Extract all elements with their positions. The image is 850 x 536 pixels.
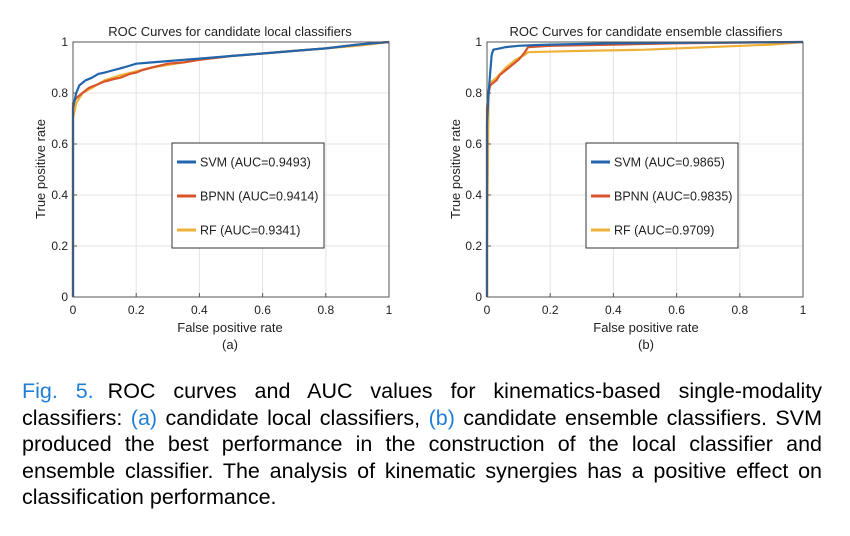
legend-label: RF (AUC=0.9709)	[614, 224, 714, 238]
y-tick-label: 0.2	[465, 239, 482, 253]
y-axis-label: True positive rate	[33, 119, 48, 219]
chart-title: ROC Curves for candidate ensemble classi…	[509, 24, 783, 39]
x-tick-label: 0.4	[605, 303, 622, 317]
figure-label: Fig. 5.	[22, 379, 94, 403]
legend-label: SVM (AUC=0.9493)	[200, 156, 311, 170]
legend-label: BPNN (AUC=0.9414)	[200, 190, 318, 204]
legend-label: BPNN (AUC=0.9835)	[614, 190, 732, 204]
x-tick-label: 0	[484, 303, 491, 317]
x-tick-label: 0.8	[731, 303, 748, 317]
y-tick-label: 1	[61, 35, 68, 49]
x-axis-label: False positive rate	[177, 320, 283, 335]
axes-box	[72, 41, 390, 298]
y-tick-label: 1	[475, 35, 482, 49]
roc-curve-svm	[71, 40, 390, 297]
x-axis-label: False positive rate	[593, 320, 699, 335]
x-tick-label: 0.2	[128, 303, 145, 317]
caption-ref-b[interactable]: (b)	[428, 405, 455, 430]
x-tick-label: 0.8	[317, 303, 334, 317]
chart-title: ROC Curves for candidate local classifie…	[108, 24, 352, 39]
legend-label: SVM (AUC=0.9865)	[614, 156, 725, 170]
caption-ref-a[interactable]: (a)	[130, 405, 158, 430]
caption-text-1: ROC curves and AUC values for kinematics…	[22, 379, 822, 430]
y-tick-label: 0.6	[51, 137, 68, 151]
y-tick-label: 0.4	[465, 188, 482, 202]
y-tick-label: 0.4	[51, 188, 68, 202]
axes-box	[486, 41, 804, 298]
panel-ensemble-classifiers: ROC Curves for candidate ensemble classi…	[448, 24, 807, 352]
panel-sublabel: (b)	[638, 337, 654, 352]
y-tick-label: 0	[61, 290, 68, 304]
y-tick-label: 0.6	[465, 137, 482, 151]
legend-label: RF (AUC=0.9341)	[200, 224, 300, 238]
roc-curve-svm	[485, 40, 804, 297]
caption-text-2: candidate local classifiers,	[157, 405, 429, 430]
y-tick-label: 0.2	[51, 239, 68, 253]
legend-box	[585, 142, 739, 249]
caption-text-3: candidate ensemble classifiers. SVM prod…	[22, 405, 822, 510]
figure-caption: Fig. 5. ROC curves and AUC values for kin…	[22, 378, 822, 511]
x-tick-label: 1	[386, 303, 393, 317]
y-tick-label: 0	[475, 290, 482, 304]
y-axis-label: True positive rate	[448, 119, 463, 219]
x-tick-label: 0.2	[542, 303, 559, 317]
y-tick-label: 0.8	[51, 86, 68, 100]
x-tick-label: 1	[800, 303, 807, 317]
x-tick-label: 0.6	[254, 303, 271, 317]
x-tick-label: 0.6	[668, 303, 685, 317]
y-tick-label: 0.8	[465, 86, 482, 100]
x-tick-label: 0.4	[191, 303, 208, 317]
roc-figure: ROC Curves for candidate local classifie…	[33, 24, 807, 352]
panel-sublabel: (a)	[222, 337, 238, 352]
panel-local-classifiers: ROC Curves for candidate local classifie…	[33, 24, 393, 352]
legend-box	[171, 142, 325, 249]
x-tick-label: 0	[70, 303, 77, 317]
